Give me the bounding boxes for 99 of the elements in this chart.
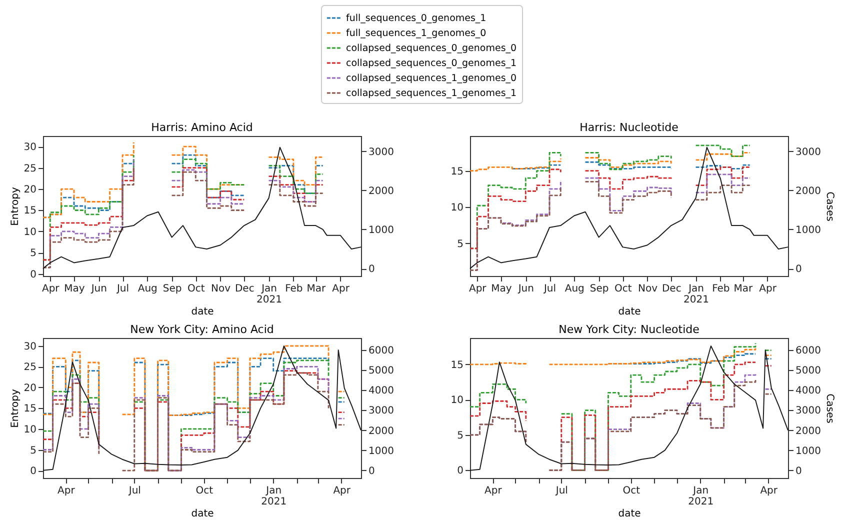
- chart-title: New York City: Amino Acid: [130, 323, 274, 336]
- chart-title: Harris: Nucleotide: [580, 121, 679, 134]
- y-tick-label: 0: [30, 466, 36, 478]
- x-tick-label: Oct: [187, 284, 205, 294]
- y2-tick-label: 6000: [796, 346, 821, 357]
- x-tick-label: May: [64, 284, 85, 294]
- y-tick-label: 25: [24, 362, 36, 374]
- legend-label: collapsed_sequences_0_genomes_0: [346, 43, 517, 54]
- y2-axis-title: Cases: [824, 192, 835, 222]
- x-tick-label: Dec: [662, 284, 682, 294]
- y2-tick-label: 0: [368, 264, 375, 276]
- x-tick-label: Apr: [332, 284, 350, 294]
- x-tick-label: Jul: [554, 486, 568, 496]
- x-tick-label: Apr: [333, 486, 352, 496]
- x-axis-title: date: [191, 306, 214, 318]
- x-tick-label: Nov: [638, 284, 658, 294]
- x-tick-label: Feb: [712, 284, 730, 294]
- y-tick-label: 15: [24, 404, 36, 415]
- x-tick-label: Oct: [196, 486, 214, 496]
- y2-tick-label: 1000: [796, 224, 821, 236]
- y2-tick-label: 4000: [796, 386, 821, 397]
- y2-tick-label: 3000: [796, 146, 821, 158]
- legend-label: collapsed_sequences_1_genomes_0: [346, 73, 517, 84]
- y-tick-label: 15: [450, 360, 464, 371]
- y2-tick-label: 2000: [796, 186, 821, 197]
- y2-axis-title: Cases: [824, 394, 835, 424]
- x-axis-title: date: [618, 306, 641, 318]
- legend-label: collapsed_sequences_1_genomes_1: [346, 88, 517, 99]
- x-tick-label: Apr: [759, 284, 778, 294]
- chart-title: New York City: Nucleotide: [558, 323, 700, 336]
- x-tick-label: Apr: [484, 486, 503, 496]
- y2-tick-label: 6000: [368, 346, 394, 357]
- x-tick-label: Oct: [614, 284, 632, 294]
- x-tick-label: Apr: [469, 284, 488, 294]
- y-tick-label: 5: [457, 430, 464, 442]
- y-tick-label: 10: [24, 226, 36, 238]
- x-axis-title: date: [191, 508, 214, 520]
- line-series: [42, 146, 362, 270]
- x-tick-label: May: [491, 284, 512, 294]
- y-tick-label: 10: [450, 395, 464, 406]
- x-tick-label: Jan 2021: [688, 486, 714, 508]
- x-tick-label: Apr: [58, 486, 76, 496]
- x-tick-label: Oct: [622, 486, 640, 496]
- x-tick-label: Aug: [564, 284, 584, 294]
- x-tick-label: Sep: [590, 284, 609, 294]
- y-tick-label: 5: [30, 445, 36, 456]
- y-tick-label: 5: [457, 238, 464, 250]
- y2-tick-label: 0: [368, 466, 375, 477]
- y-tick-label: 15: [450, 166, 464, 178]
- x-tick-label: Jan 2021: [684, 284, 710, 306]
- x-tick-label: Jul: [116, 284, 130, 294]
- x-tick-label: Apr: [42, 284, 60, 294]
- y-tick-label: 5: [30, 248, 36, 260]
- y2-tick-label: 5000: [368, 366, 394, 377]
- chart-title: Harris: Amino Acid: [151, 121, 253, 134]
- y2-tick-label: 2000: [796, 426, 821, 437]
- line-series: [470, 146, 788, 270]
- y2-tick-label: 3000: [796, 406, 821, 417]
- y2-tick-label: 0: [796, 264, 802, 276]
- y2-tick-label: 3000: [368, 406, 394, 417]
- y-tick-label: 25: [24, 163, 36, 174]
- y-tick-label: 0: [457, 466, 464, 477]
- y-tick-label: 30: [24, 341, 36, 352]
- x-tick-label: Nov: [211, 284, 231, 294]
- y2-tick-label: 5000: [796, 366, 821, 377]
- y-axis-title: Entropy: [10, 388, 21, 428]
- y-axis-title: Entropy: [10, 186, 21, 226]
- x-tick-label: Jan 2021: [261, 486, 287, 508]
- x-tick-label: Mar: [306, 284, 327, 294]
- x-tick-label: Apr: [760, 486, 778, 496]
- y2-tick-label: 1000: [368, 224, 394, 236]
- y-tick-label: 20: [24, 184, 36, 196]
- y-tick-label: 10: [24, 424, 36, 436]
- y2-tick-label: 2000: [368, 186, 394, 197]
- y2-tick-label: 4000: [368, 386, 394, 397]
- y-tick-label: 0: [30, 269, 36, 280]
- y2-tick-label: 1000: [796, 446, 821, 457]
- x-tick-label: Jan 2021: [256, 284, 282, 306]
- y2-tick-label: 3000: [368, 146, 394, 158]
- y-tick-label: 20: [24, 382, 36, 394]
- x-tick-label: Jun: [517, 284, 534, 294]
- x-tick-label: Aug: [138, 284, 158, 294]
- x-tick-label: Mar: [734, 284, 754, 294]
- x-tick-label: Dec: [234, 284, 254, 294]
- y-tick-label: 10: [450, 202, 464, 214]
- y-tick-label: 15: [24, 206, 36, 217]
- legend-label: full_sequences_0_genomes_1: [346, 13, 486, 24]
- x-tick-label: Sep: [162, 284, 182, 294]
- x-tick-label: Jul: [542, 284, 556, 294]
- x-tick-label: Jun: [90, 284, 107, 294]
- legend-label: full_sequences_1_genomes_0: [346, 28, 486, 39]
- x-tick-label: Jul: [128, 486, 141, 496]
- legend-label: collapsed_sequences_0_genomes_1: [346, 58, 517, 69]
- y-tick-label: 30: [24, 142, 36, 154]
- y2-tick-label: 2000: [368, 426, 394, 437]
- y2-tick-label: 0: [796, 466, 802, 477]
- x-axis-title: date: [618, 508, 641, 520]
- y2-tick-label: 1000: [368, 446, 394, 457]
- x-tick-label: Feb: [285, 284, 303, 294]
